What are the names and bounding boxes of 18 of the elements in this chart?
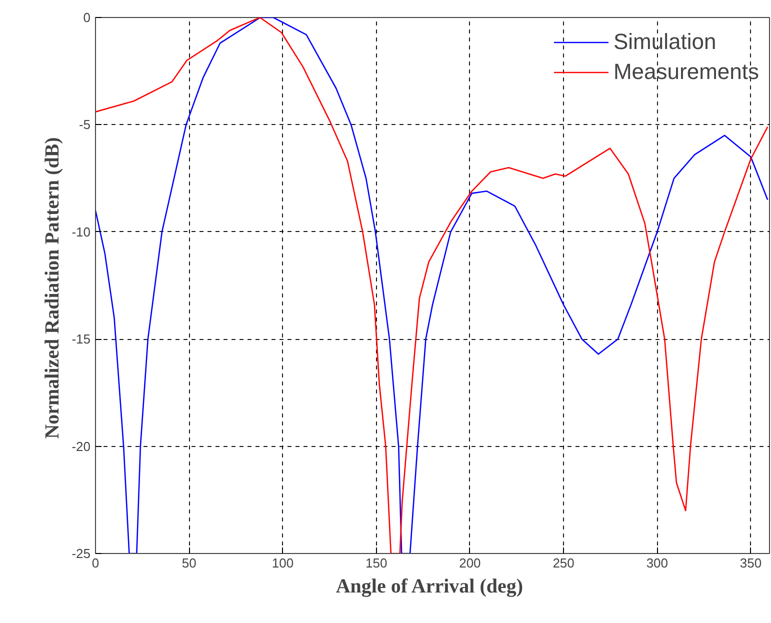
x-tick-label: 200 [459, 556, 481, 570]
line-series [96, 18, 768, 554]
x-tick-label: 350 [740, 556, 762, 570]
y-tick-label: -25 [72, 546, 91, 561]
x-tick-label: 250 [552, 556, 574, 570]
y-axis-title: Normalized Radiation Pattern (dB) [42, 137, 64, 439]
y-tick-label: -5 [78, 117, 91, 132]
y-tick-label: 0 [83, 10, 91, 25]
legend-label: Simulation [613, 28, 716, 56]
y-tick-label: -20 [72, 438, 91, 454]
x-tick-label: 50 [182, 556, 196, 570]
y-tick-label: -10 [72, 224, 91, 240]
x-axis-title: Angle of Arrival (deg) [336, 576, 524, 598]
x-tick-label: 300 [646, 556, 668, 570]
x-tick-label: 100 [272, 556, 294, 570]
legend-label: Measurements [613, 58, 759, 86]
y-tick-label: -15 [72, 332, 91, 347]
x-tick-label: 150 [365, 556, 388, 570]
